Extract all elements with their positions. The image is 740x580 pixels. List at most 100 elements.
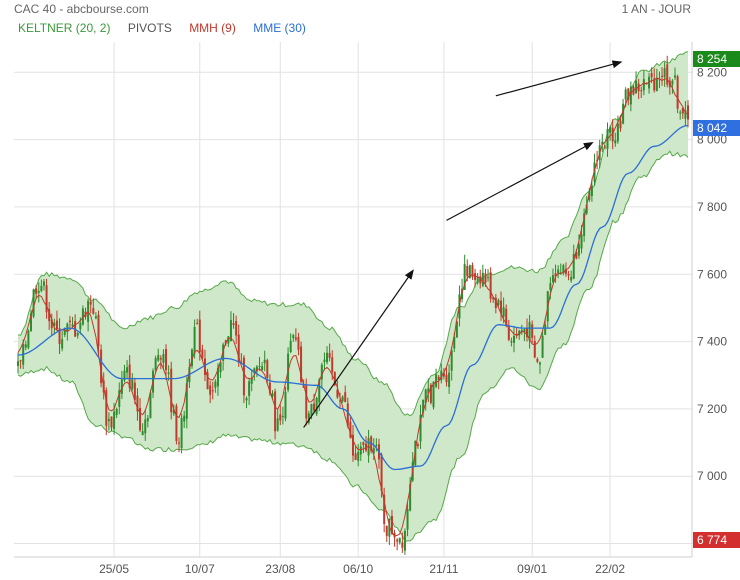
candle-body [635, 80, 638, 94]
candle-body [564, 268, 567, 275]
candle-body [346, 403, 349, 427]
candle-body [497, 299, 500, 305]
candle-body [81, 308, 84, 325]
high-badge: 8 254 [693, 51, 740, 67]
candle-body [333, 372, 336, 386]
candle-body [29, 313, 32, 331]
candle-body [63, 328, 66, 335]
candle-body [562, 265, 565, 274]
candle-body [240, 361, 243, 363]
candle-body [585, 204, 588, 214]
candle-body [375, 444, 378, 446]
candle-body [190, 349, 193, 367]
candle-body [139, 407, 142, 431]
candle-body [185, 383, 188, 419]
candle-body [554, 273, 557, 277]
candle-body [401, 542, 404, 548]
candle-body [255, 366, 258, 372]
candle-body [352, 434, 354, 456]
candle-body [263, 359, 266, 364]
candle-body [196, 323, 199, 325]
candle-body [536, 358, 539, 362]
x-tick-label: 23/08 [265, 562, 295, 576]
candle-body [328, 353, 331, 358]
candle-body [538, 362, 541, 365]
candle-body [629, 86, 632, 105]
period-label[interactable]: 1 AN - JOUR [621, 2, 691, 16]
candle-body [344, 392, 347, 403]
candle-body [180, 417, 183, 448]
legend-mmh[interactable]: MMH (9) [189, 21, 236, 35]
candle-body [354, 453, 357, 460]
candle-body [55, 320, 58, 330]
candle-body [383, 494, 386, 525]
candle-body [227, 336, 230, 344]
candle-body [209, 385, 212, 395]
candle-body [214, 381, 217, 388]
candle-body [341, 396, 344, 402]
candle-body [141, 431, 144, 436]
candle-body [172, 409, 175, 414]
candle-body [297, 336, 300, 350]
candle-body [339, 400, 342, 402]
svg-text:8 254: 8 254 [697, 52, 727, 66]
candle-body [544, 324, 547, 335]
mme-path [17, 124, 689, 471]
candle-body [165, 349, 168, 371]
candle-body [159, 357, 162, 360]
candle-body [323, 359, 326, 363]
candle-body [281, 416, 284, 418]
low-badge: 6 774 [693, 532, 740, 548]
chart-title: CAC 40 - abcbourse.com [14, 2, 149, 16]
candle-body [167, 372, 170, 374]
candle-body [183, 415, 186, 422]
candle-body [331, 357, 334, 373]
candle-body [229, 320, 232, 342]
y-tick-label: 7 000 [697, 469, 727, 483]
candle-body [663, 68, 666, 78]
candle-body [126, 367, 129, 373]
candle-body [435, 374, 438, 387]
candle-body [128, 364, 131, 388]
candle-body [510, 341, 513, 343]
candle-body [359, 446, 362, 455]
legend-mme[interactable]: MME (30) [253, 21, 306, 35]
trend-arrow [303, 269, 414, 428]
candle-body [427, 388, 430, 394]
candle-body [466, 266, 469, 277]
candle-body [406, 509, 409, 530]
candle-body [274, 391, 277, 432]
candle-body [203, 358, 206, 375]
candle-body [671, 80, 674, 85]
candle-body [445, 374, 448, 383]
keltner-channel [17, 51, 689, 542]
candle-body [393, 532, 396, 538]
candle-body [45, 285, 48, 313]
channel-lower [17, 150, 689, 542]
candle-body [559, 273, 562, 275]
candle-body [336, 389, 339, 398]
channel-area [18, 51, 688, 542]
candle-body [300, 346, 303, 382]
y-tick-label: 7 600 [697, 267, 727, 281]
candle-body [492, 297, 495, 300]
candle-body [307, 413, 310, 423]
legend-keltner[interactable]: KELTNER (20, 2) [18, 21, 111, 35]
legend-pivots[interactable]: PIVOTS [127, 21, 172, 35]
candle-body [385, 526, 388, 536]
candle-body [453, 336, 456, 349]
candle-body [178, 442, 181, 444]
candle-body [494, 297, 497, 309]
x-tick-label: 06/10 [343, 562, 373, 576]
candle-body [471, 265, 474, 278]
y-tick-label: 8 200 [697, 65, 727, 79]
candle-body [619, 120, 622, 129]
candle-body [71, 324, 74, 327]
candle-body [232, 323, 235, 326]
candle-body [131, 379, 134, 389]
candle-body [655, 77, 658, 92]
candle-body [292, 335, 295, 338]
candle-body [201, 349, 204, 358]
candle-body [48, 309, 51, 322]
